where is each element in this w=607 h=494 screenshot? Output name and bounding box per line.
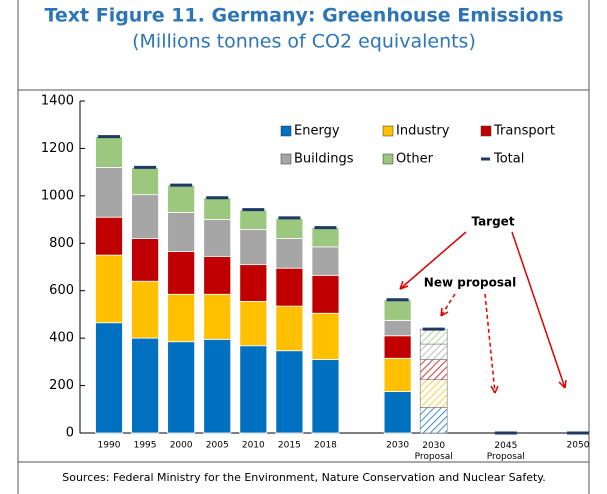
x-tick-label: 2005 xyxy=(206,441,229,451)
bar-segment xyxy=(203,293,232,340)
bar-segment xyxy=(239,264,268,302)
bar-segment xyxy=(131,238,159,282)
legend-swatch xyxy=(382,125,394,137)
y-tick-label: 1200 xyxy=(41,141,74,156)
bar-segment xyxy=(275,305,304,352)
legend-label: Total xyxy=(493,152,524,167)
arrows xyxy=(399,231,567,394)
bar-segment xyxy=(167,251,196,295)
legend-swatch xyxy=(280,125,292,137)
bar-segment xyxy=(275,238,304,269)
x-tick-label: 2018 xyxy=(314,441,337,451)
x-tick-label: 1990 xyxy=(98,441,121,451)
bar-segment xyxy=(167,341,196,434)
bar-segment xyxy=(383,335,412,359)
bar-segment xyxy=(131,337,159,434)
y-tick-label: 400 xyxy=(49,331,74,346)
legend-label: Buildings xyxy=(294,152,354,167)
bar-segment xyxy=(239,229,268,266)
x-tick-label: 2050 xyxy=(567,441,590,451)
legend-swatch xyxy=(280,153,292,165)
bar-segment xyxy=(311,274,340,314)
bar-segment xyxy=(167,184,196,213)
x-tick-label: 2000 xyxy=(170,441,193,451)
bar-segment xyxy=(275,217,304,239)
bar-segment xyxy=(95,254,123,324)
chart-subtitle: (Millions tonnes of CO2 equivalents) xyxy=(132,31,476,53)
bar-segment xyxy=(239,209,268,230)
bar-segment xyxy=(203,197,232,220)
bar-segment xyxy=(419,407,448,434)
x-tick-label: 2010 xyxy=(242,441,265,451)
y-tick-label: 0 xyxy=(66,426,74,441)
y-tick-label: 600 xyxy=(49,283,74,298)
bar-segment xyxy=(167,293,196,343)
bar-segment xyxy=(383,391,412,434)
bar-segment xyxy=(311,246,340,276)
bar-segment xyxy=(419,379,448,408)
bar-segment xyxy=(131,194,159,239)
legend-swatch xyxy=(382,153,394,165)
bar-segment xyxy=(383,357,412,392)
legend-label: Other xyxy=(396,152,434,167)
x-tick-label: 2030 xyxy=(386,441,409,451)
bar-segment xyxy=(203,255,232,295)
y-tick-label: 1000 xyxy=(41,188,74,203)
y-tick-label: 800 xyxy=(49,236,74,251)
x-tick-label: 2045 Proposal xyxy=(487,441,525,462)
legend-label: Transport xyxy=(493,124,555,139)
bar-segment xyxy=(311,359,340,434)
bar-segment xyxy=(383,299,412,321)
x-tick-label: 1995 xyxy=(134,441,157,451)
bar-segment xyxy=(203,219,232,257)
bar-segment xyxy=(419,343,448,360)
x-tick-label: 2015 xyxy=(278,441,301,451)
bar-segment xyxy=(275,267,304,307)
bar-segment xyxy=(239,300,268,347)
x-tick-label: 2030 Proposal xyxy=(415,441,453,462)
bar-segment xyxy=(203,338,232,434)
bar-segment xyxy=(419,359,448,380)
y-tick-label: 1400 xyxy=(41,94,74,109)
bar-segment xyxy=(95,166,123,218)
bar-segment xyxy=(311,227,340,248)
bar-segment xyxy=(383,319,412,337)
chart-title: Text Figure 11. Germany: Greenhouse Emis… xyxy=(44,5,563,27)
bar-segment xyxy=(239,345,268,434)
legend-swatch xyxy=(480,125,492,137)
bar-segment xyxy=(95,322,123,434)
bar-segment xyxy=(131,280,159,339)
bar-segment xyxy=(95,216,123,256)
legend-label: Energy xyxy=(294,124,340,139)
annotation: Target xyxy=(471,215,514,229)
bar-segment xyxy=(275,350,304,434)
bar-segment xyxy=(167,212,196,252)
y-tick-label: 200 xyxy=(49,378,74,393)
bar-segment xyxy=(419,328,448,345)
annotation: New proposal xyxy=(424,276,516,290)
bar-segment xyxy=(131,166,159,196)
bar-segment xyxy=(95,136,123,168)
source: Sources: Federal Ministry for the Enviro… xyxy=(62,471,545,484)
legend-label: Industry xyxy=(396,124,450,139)
bar-segment xyxy=(311,312,340,360)
